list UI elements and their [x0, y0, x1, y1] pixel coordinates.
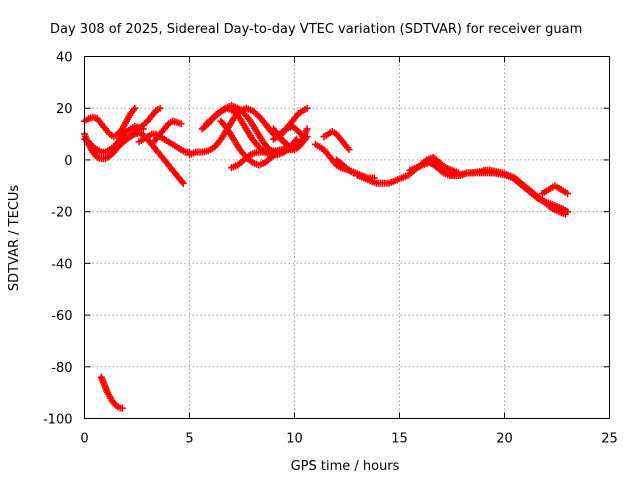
y-tick-label: -20 [51, 206, 72, 221]
y-tick-label: -100 [43, 413, 73, 428]
grid [84, 56, 610, 419]
data-point [177, 120, 185, 128]
y-tick-label: 40 [56, 51, 73, 66]
data-point [345, 146, 353, 154]
data-point [564, 190, 571, 198]
data-point [179, 179, 187, 187]
y-axis-label: SDTVAR / TECUs [7, 185, 22, 292]
y-tick-labels: -100 -80 -60 -40 -20 0 20 40 [43, 51, 73, 428]
x-tick-label: 5 [185, 432, 193, 447]
x-tick-label: 20 [496, 432, 513, 447]
x-tick-label: 15 [391, 432, 408, 447]
y-tick-label: -40 [51, 257, 72, 272]
y-tick-label: 0 [64, 154, 72, 169]
data-point [131, 104, 139, 112]
x-tick-label: 25 [601, 432, 618, 447]
data-point [303, 125, 311, 133]
data-point [118, 404, 126, 412]
data-point [301, 135, 309, 143]
data-point [178, 178, 186, 186]
x-axis-label: GPS time / hours [291, 459, 400, 474]
chart-title: Day 308 of 2025, Sidereal Day-to-day VTE… [50, 22, 582, 37]
plot-frame [84, 56, 610, 419]
y-tick-label: -80 [51, 361, 72, 376]
data-point [303, 104, 311, 112]
x-tick-label: 0 [80, 432, 88, 447]
data-point [293, 135, 301, 143]
y-tick-label: 20 [56, 102, 73, 117]
x-tick-label: 10 [286, 432, 303, 447]
data-point [156, 104, 164, 112]
x-tick-labels: 0 5 10 15 20 25 [80, 432, 617, 447]
axis-ticks [84, 56, 610, 419]
data-point [561, 210, 569, 218]
y-tick-label: -60 [51, 309, 72, 324]
data-points [81, 102, 571, 412]
